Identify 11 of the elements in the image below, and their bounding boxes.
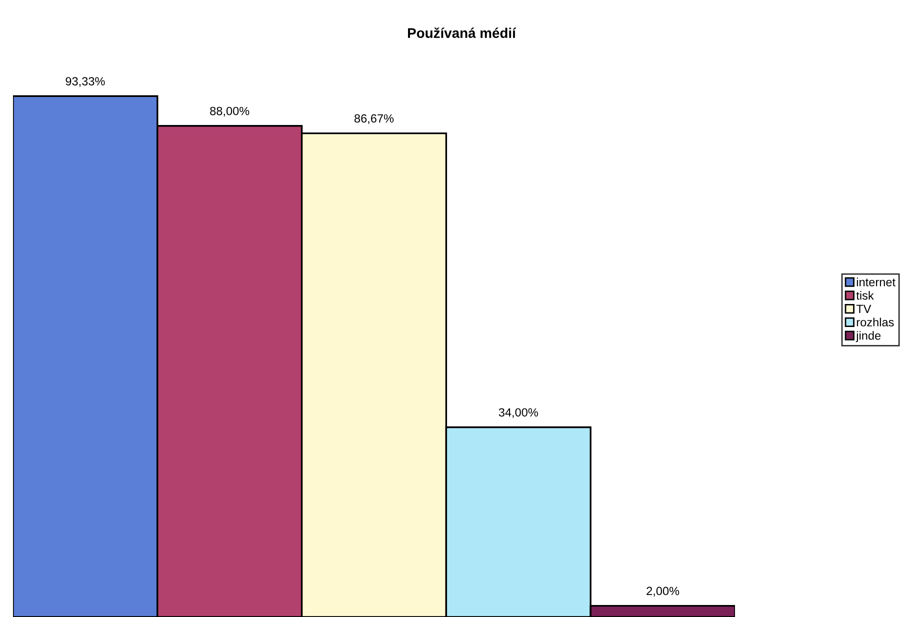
data-label: 93,33% xyxy=(66,77,105,87)
data-label: 34,00% xyxy=(498,408,538,418)
data-label: 88,00% xyxy=(210,106,250,117)
legend-label: tisk xyxy=(856,291,874,300)
legend-label: TV xyxy=(856,304,872,313)
legend-label: rozhlas xyxy=(856,318,894,326)
legend-label: jinde xyxy=(856,331,881,342)
data-label: 86,67% xyxy=(354,114,394,124)
data-label: 2,00% xyxy=(646,586,680,597)
chart-title: Používaná médií xyxy=(408,27,516,38)
legend-label: internet xyxy=(856,278,896,286)
